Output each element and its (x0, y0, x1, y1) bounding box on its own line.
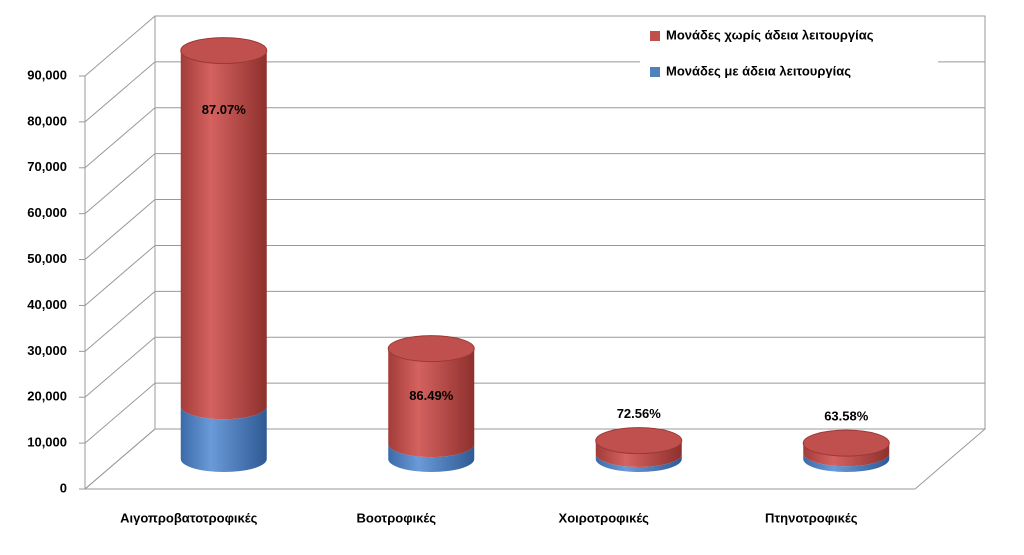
grid-line (84, 199, 985, 260)
legend-swatch (650, 67, 660, 77)
grid-line (84, 290, 985, 352)
legend-label: Μονάδες με άδεια λειτουργίας (666, 63, 851, 78)
y-tick-label: 50,000 (27, 251, 67, 266)
y-tick-label: 10,000 (27, 435, 67, 450)
cylinder-top (387, 335, 475, 363)
legend-box (640, 18, 938, 94)
share-label: 86.49% (409, 388, 454, 403)
grid-line (84, 153, 985, 215)
cylinder-top (180, 37, 268, 65)
cylinder-segment (180, 50, 267, 420)
cylinder-top (595, 427, 683, 455)
cylinder-top (802, 429, 890, 457)
cylinder-segment (803, 443, 890, 467)
y-tick-label: 20,000 (27, 389, 67, 404)
x-tick-label: Αιγοπροβατοτροφικές (120, 510, 258, 525)
grid-line (84, 428, 985, 490)
grid-line (84, 336, 985, 398)
y-tick-label: 40,000 (27, 297, 67, 312)
share-label: 63.58% (824, 409, 869, 424)
share-label: 87.07% (202, 102, 247, 117)
grid-line (84, 382, 985, 444)
grid-line (84, 107, 985, 169)
grid-line (84, 244, 985, 306)
x-tick-label: Βοοτροφικές (357, 510, 437, 525)
legend-label: Μονάδες χωρίς άδεια λειτουργίας (666, 27, 874, 42)
y-tick-label: 60,000 (27, 205, 67, 220)
cylinder-segment (180, 406, 267, 472)
y-tick-label: 90,000 (27, 67, 67, 82)
y-tick-label: 0 (60, 480, 67, 495)
y-tick-label: 30,000 (27, 343, 67, 358)
share-label: 72.56% (617, 406, 662, 421)
x-tick-label: Χοιροτροφικές (559, 510, 650, 525)
cylinder-segment (803, 453, 890, 472)
cylinder-segment (388, 444, 475, 472)
cylinder-segment (388, 348, 475, 458)
legend-swatch (650, 31, 660, 41)
y-tick-label: 80,000 (27, 113, 67, 128)
y-tick-label: 70,000 (27, 159, 67, 174)
cylinder-segment (595, 453, 682, 472)
grid-line (84, 15, 985, 77)
x-tick-label: Πτηνοτροφικές (765, 510, 858, 525)
